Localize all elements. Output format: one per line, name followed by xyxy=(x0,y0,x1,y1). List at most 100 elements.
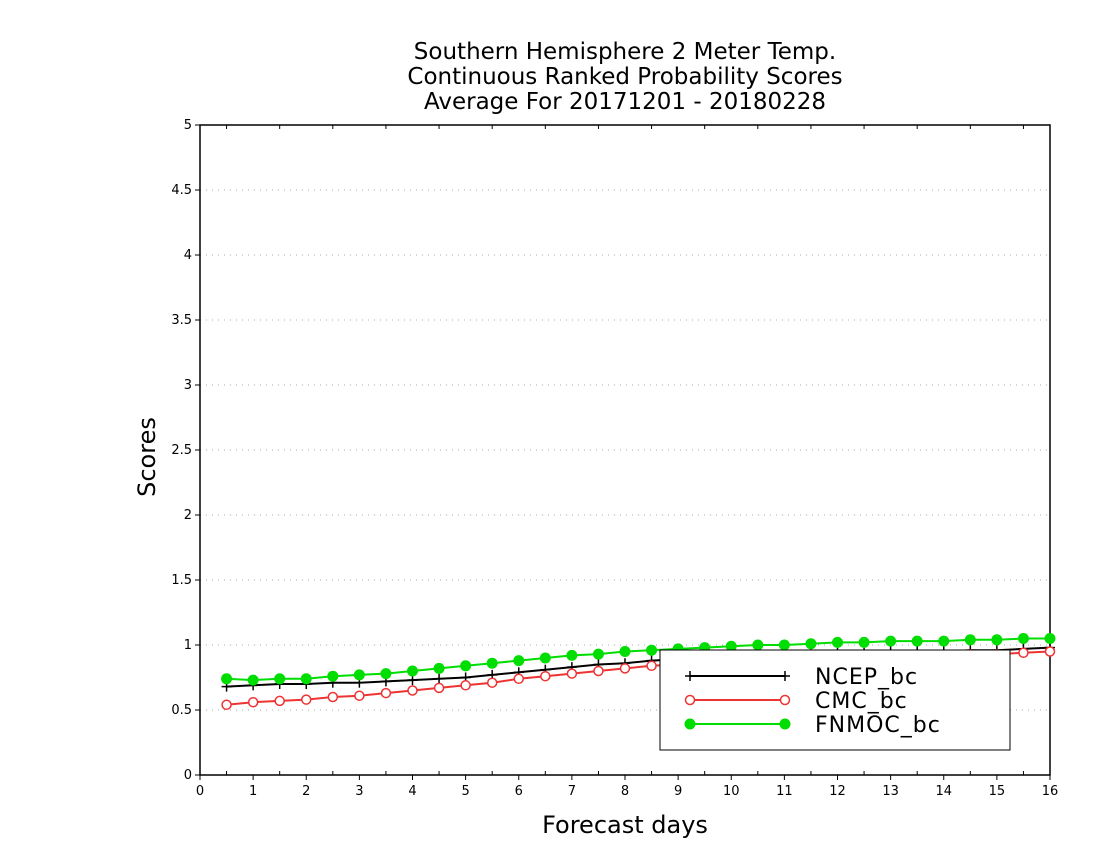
x-tick-label: 6 xyxy=(515,784,523,799)
y-axis-label: Scores xyxy=(133,417,161,497)
data-point xyxy=(1044,646,1056,657)
y-tick-label: 2.5 xyxy=(171,443,192,458)
y-tick-label: 0 xyxy=(184,768,192,783)
data-point xyxy=(619,663,631,674)
x-tick-label: 15 xyxy=(989,784,1006,799)
legend-marker xyxy=(780,671,790,681)
plot-frame xyxy=(199,124,1051,776)
y-tick-label: 2 xyxy=(184,508,192,523)
data-point xyxy=(539,652,551,664)
x-tick-label: 3 xyxy=(355,784,363,799)
data-point xyxy=(380,687,392,699)
y-tick-label: 3 xyxy=(184,378,192,393)
legend-entry: NCEP_bc xyxy=(685,665,918,690)
x-tick-label: 14 xyxy=(935,784,952,799)
title-line-2: Continuous Ranked Probability Scores xyxy=(407,64,842,90)
axes: 00.511.522.533.544.550 1 2 3 4 5 6 7 8 9 10 11 12 13 1… xyxy=(171,118,1058,799)
x-tick-label: 13 xyxy=(882,784,899,799)
data-point xyxy=(885,635,897,647)
data-point xyxy=(434,673,445,684)
data-point xyxy=(752,639,764,651)
x-tick-label: 12 xyxy=(829,784,846,799)
y-tick-label: 4 xyxy=(184,248,192,263)
data-point xyxy=(778,639,790,651)
data-point xyxy=(646,660,657,672)
data-point xyxy=(380,668,392,680)
data-point xyxy=(1018,647,1029,659)
data-point xyxy=(327,670,339,682)
data-point xyxy=(858,636,870,648)
data-point xyxy=(327,691,339,703)
data-point xyxy=(460,660,472,672)
legend-marker xyxy=(684,694,696,706)
chart-title: Southern Hemisphere 2 Meter Temp. Contin… xyxy=(407,39,842,115)
data-point xyxy=(247,674,259,686)
x-tick-label: 5 xyxy=(461,784,469,799)
grid xyxy=(200,189,1050,711)
data-point xyxy=(274,673,286,685)
x-tick-label: 4 xyxy=(408,784,416,799)
data-point xyxy=(433,682,445,694)
title-line-3: Average For 20171201 - 20180228 xyxy=(424,89,826,115)
x-tick-label: 16 xyxy=(1042,784,1059,799)
x-tick-label: 9 xyxy=(674,784,682,799)
legend-entry: FNMOC_bc xyxy=(684,713,941,738)
x-tick-label: 1 xyxy=(249,784,257,799)
y-tick-label: 1.5 xyxy=(171,573,192,588)
data-point xyxy=(407,665,418,677)
data-point xyxy=(407,685,418,696)
legend-marker xyxy=(685,671,695,681)
data-point xyxy=(486,657,498,669)
x-tick-label: 11 xyxy=(776,784,793,799)
x-tick-label: 7 xyxy=(568,784,576,799)
data-point xyxy=(1017,633,1029,644)
legend-marker xyxy=(779,718,791,730)
data-point xyxy=(353,669,365,681)
data-point xyxy=(513,673,524,685)
data-point xyxy=(646,644,658,656)
legend-label: CMC_bc xyxy=(815,689,908,714)
x-axis-label: Forecast days xyxy=(542,811,708,839)
y-tick-label: 5 xyxy=(184,118,192,133)
legend-entry: CMC_bc xyxy=(684,689,908,714)
data-point xyxy=(300,673,312,685)
data-point xyxy=(486,677,498,688)
data-point xyxy=(566,668,578,679)
x-tick-label: 0 xyxy=(196,784,204,799)
x-tick-label: 2 xyxy=(302,784,310,799)
data-point xyxy=(274,695,285,707)
x-tick-label: 8 xyxy=(621,784,629,799)
data-point xyxy=(301,694,312,705)
y-tick-label: 0.5 xyxy=(171,703,192,718)
data-point xyxy=(221,699,232,711)
legend-marker xyxy=(684,718,696,730)
data-point xyxy=(991,634,1003,646)
legend-label: NCEP_bc xyxy=(815,665,918,690)
data-point xyxy=(513,655,525,667)
data-point xyxy=(566,649,578,661)
legend-marker xyxy=(779,694,791,706)
x-tick-label: 10 xyxy=(723,784,740,799)
legend-label: FNMOC_bc xyxy=(815,713,941,738)
data-point xyxy=(592,648,604,660)
data-point xyxy=(354,690,365,701)
data-point xyxy=(938,635,950,647)
data-point xyxy=(911,635,923,647)
data-point xyxy=(221,673,233,685)
y-tick-label: 3.5 xyxy=(171,313,192,328)
data-point xyxy=(805,638,817,650)
y-tick-label: 4.5 xyxy=(171,183,192,198)
data-point xyxy=(433,662,445,674)
data-point xyxy=(247,696,259,708)
data-point xyxy=(407,675,418,686)
data-point xyxy=(460,680,471,691)
title-line-1: Southern Hemisphere 2 Meter Temp. xyxy=(414,39,836,65)
data-point xyxy=(619,646,631,657)
data-point xyxy=(964,634,976,646)
data-point xyxy=(593,665,604,677)
data-point xyxy=(832,636,843,648)
y-tick-label: 1 xyxy=(184,638,192,653)
data-point xyxy=(540,670,551,682)
